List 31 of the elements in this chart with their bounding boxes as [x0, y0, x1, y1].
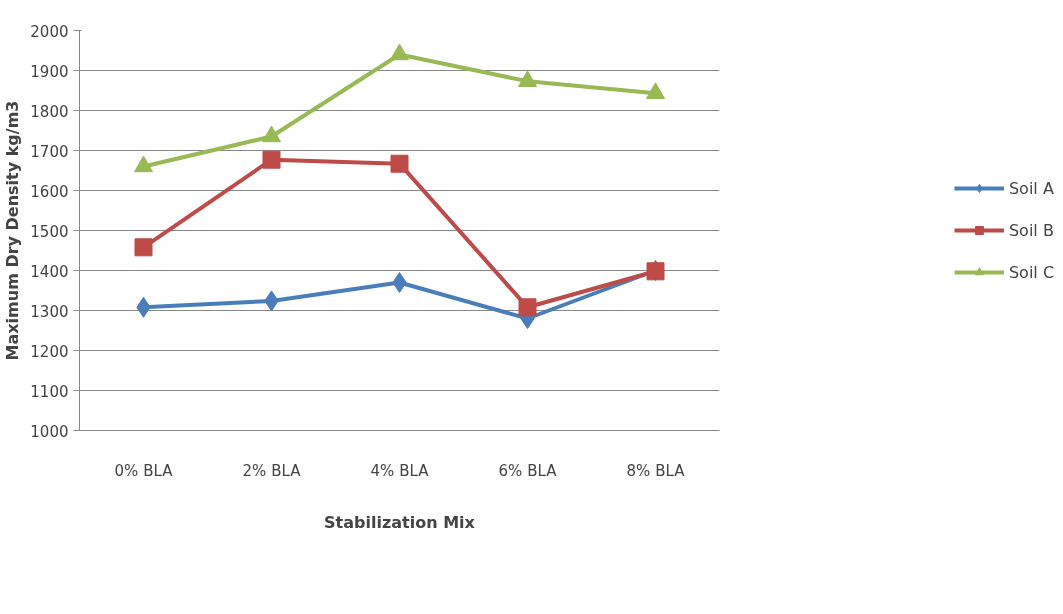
point	[646, 82, 665, 99]
legend-label: Soil C	[1008, 262, 1055, 282]
point	[518, 70, 537, 87]
x-axis-title: Stabilization Mix	[324, 512, 476, 532]
y-tick-label: 1100	[30, 382, 69, 401]
x-tick-label: 2% BLA	[242, 461, 302, 480]
x-tick-label: 8% BLA	[626, 461, 686, 480]
y-tick-label: 1800	[30, 102, 69, 121]
point	[134, 238, 153, 257]
y-tick-label: 1000	[30, 422, 69, 441]
point	[518, 298, 537, 317]
y-tick-label: 2000	[30, 22, 69, 41]
x-tick-label: 6% BLA	[498, 461, 558, 480]
x-tick-label: 0% BLA	[114, 461, 174, 480]
y-tick-label: 1500	[30, 222, 69, 241]
y-tick-label: 1900	[30, 62, 69, 81]
y-axis-title: Maximum Dry Density kg/m3	[3, 100, 23, 361]
legend-label: Soil A	[1008, 178, 1054, 198]
y-tick-label: 1400	[30, 262, 69, 281]
y-tick-label: 1300	[30, 302, 69, 321]
y-tick-label: 1200	[30, 342, 69, 361]
point	[390, 43, 409, 61]
point	[262, 125, 281, 143]
y-tick-label: 1700	[30, 142, 69, 161]
y-tick-label: 1600	[30, 182, 69, 201]
x-tick-label: 4% BLA	[370, 461, 430, 480]
point	[390, 154, 409, 173]
legend-label: Soil B	[1008, 220, 1054, 240]
point	[392, 272, 407, 293]
point	[262, 150, 281, 169]
point	[134, 155, 153, 173]
